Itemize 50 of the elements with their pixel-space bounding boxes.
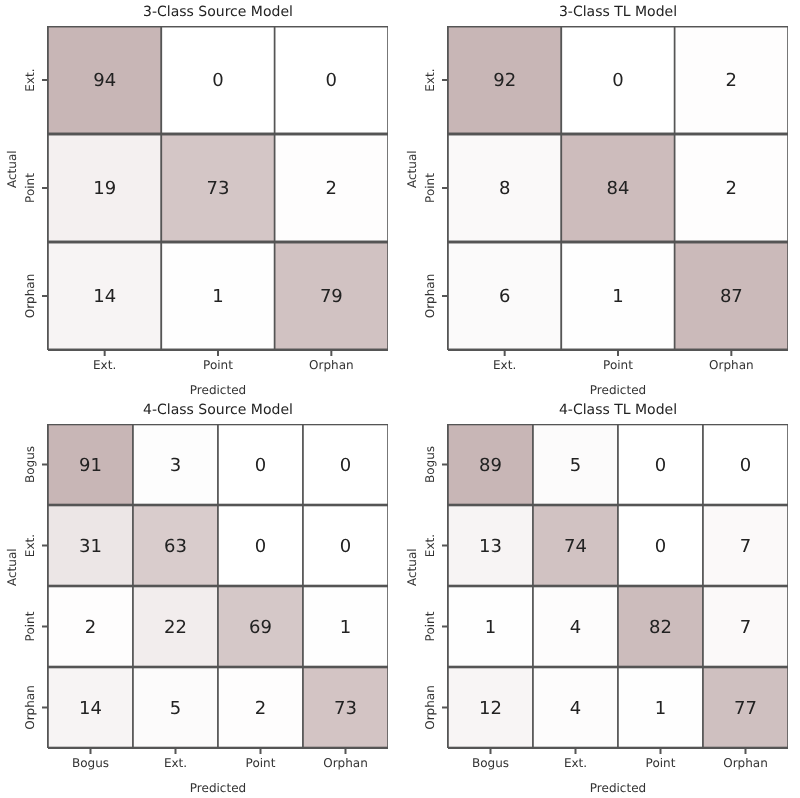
data-label: 2 xyxy=(725,180,738,200)
data-label: 0 xyxy=(739,456,752,477)
data-label: 0 xyxy=(654,456,667,477)
data-label: 5 xyxy=(569,456,582,477)
data-label: 5 xyxy=(169,699,182,720)
data-label: 2 xyxy=(84,618,97,639)
data-label: 2 xyxy=(325,180,338,200)
data-label: 82 xyxy=(649,618,672,639)
data-label: 0 xyxy=(325,72,338,92)
data-label: 3 xyxy=(169,456,182,477)
data-label: 1 xyxy=(339,618,352,639)
data-label: 0 xyxy=(339,537,352,558)
data-label: 12 xyxy=(479,699,502,720)
data-label: 91 xyxy=(79,456,102,477)
data-label: 0 xyxy=(612,72,625,92)
data-label: 13 xyxy=(479,537,502,558)
data-label: 73 xyxy=(334,699,357,720)
data-label: 94 xyxy=(93,72,117,92)
data-label: 1 xyxy=(654,699,667,720)
data-label: 0 xyxy=(654,537,667,558)
data-label: 7 xyxy=(739,537,752,558)
data-label: 89 xyxy=(479,456,503,477)
data-label: 92 xyxy=(493,72,517,92)
data-label: 14 xyxy=(79,699,103,720)
data-label: 6 xyxy=(498,288,511,308)
data-label: 4 xyxy=(569,618,582,639)
data-label: 69 xyxy=(249,618,273,639)
data-label: 2 xyxy=(254,699,267,720)
data-label: 4 xyxy=(569,699,582,720)
data-label: 1 xyxy=(612,288,624,308)
data-label: 31 xyxy=(79,537,102,558)
data-label: 8 xyxy=(498,180,511,200)
data-label: 19 xyxy=(93,180,117,200)
data-label: 1 xyxy=(484,618,497,639)
data-label: 2 xyxy=(725,72,738,92)
data-label: 84 xyxy=(606,180,630,200)
data-label: 77 xyxy=(734,699,757,720)
data-label: 0 xyxy=(254,456,267,477)
data-label: 1 xyxy=(212,288,224,308)
data-label: 73 xyxy=(206,180,230,200)
data-label: 7 xyxy=(739,618,752,639)
data-label: 0 xyxy=(339,456,352,477)
data-label: 79 xyxy=(319,288,344,308)
data-label: 14 xyxy=(93,288,117,308)
data-label: 0 xyxy=(254,537,267,558)
data-label: 74 xyxy=(564,537,588,558)
data-label: 22 xyxy=(164,618,187,639)
data-label: 87 xyxy=(719,288,743,308)
data-label: 0 xyxy=(212,72,225,92)
data-label: 63 xyxy=(164,537,187,558)
